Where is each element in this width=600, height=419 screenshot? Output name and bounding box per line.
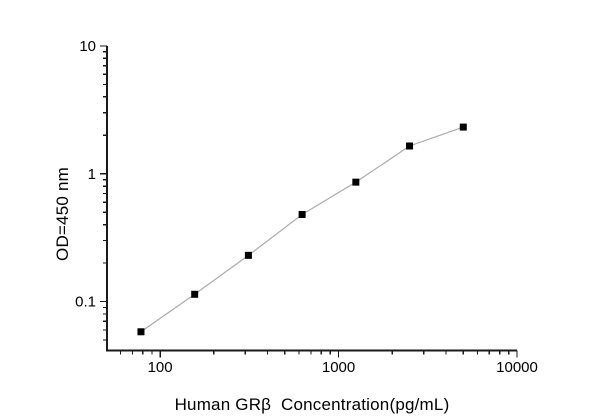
- x-tick-label: 1000: [322, 359, 355, 376]
- y-tick-label: 10: [79, 38, 96, 55]
- data-point-marker: [244, 251, 252, 259]
- y-tick-label: 0.1: [75, 294, 96, 311]
- x-tick-label: 10000: [496, 359, 538, 376]
- y-tick-label: 1: [88, 166, 96, 183]
- x-axis-title: Human GRβ Concentration(pg/mL): [174, 395, 450, 414]
- data-point-marker: [137, 328, 145, 336]
- data-point-marker: [406, 142, 414, 150]
- data-point-marker: [298, 211, 306, 219]
- series-line: [140, 126, 464, 333]
- data-point-marker: [459, 123, 467, 131]
- data-point-marker: [352, 178, 360, 186]
- y-axis-title: OD=450 nm: [53, 167, 72, 261]
- x-tick-label: 100: [148, 359, 173, 376]
- data-point-marker: [191, 290, 199, 298]
